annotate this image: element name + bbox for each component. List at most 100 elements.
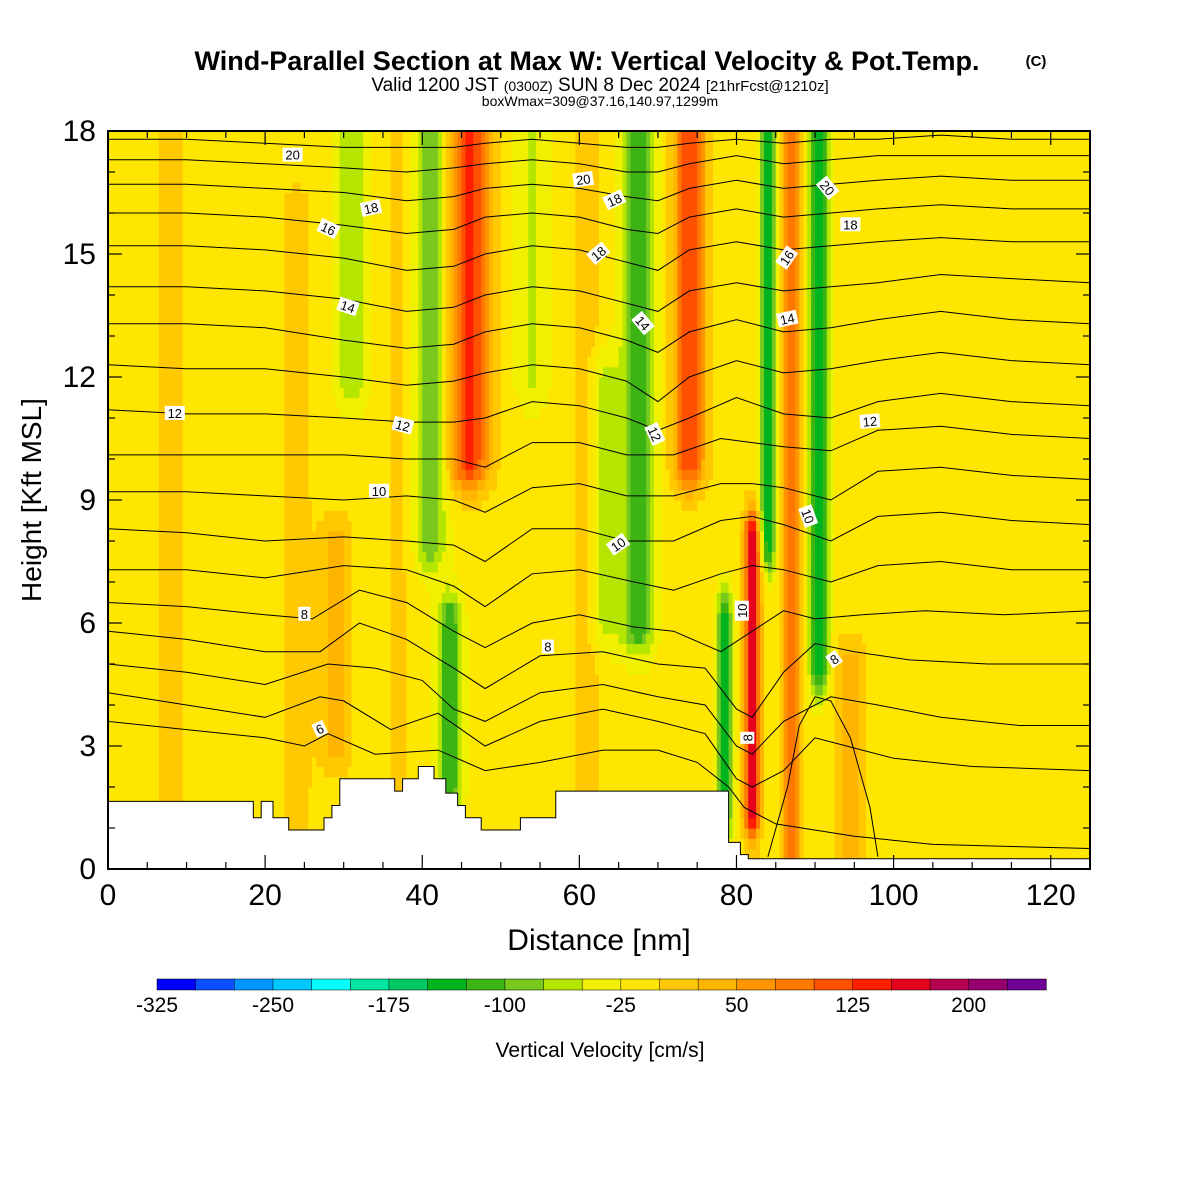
heatmap-cell — [269, 244, 274, 255]
heatmap-cell — [297, 767, 302, 778]
heatmap-cell — [304, 490, 309, 501]
heatmap-cell — [297, 223, 302, 234]
heatmap-cell — [371, 715, 376, 726]
heatmap-cell — [230, 459, 235, 470]
heatmap-cell — [289, 521, 294, 532]
heatmap-cell — [202, 521, 207, 532]
heatmap-cell — [120, 787, 125, 798]
heatmap-cell — [348, 387, 353, 398]
heatmap-cell — [359, 182, 364, 193]
heatmap-cell — [265, 418, 270, 429]
heatmap-cell — [202, 582, 207, 593]
heatmap-cell — [210, 264, 215, 275]
heatmap-cell — [151, 603, 156, 614]
heatmap-cell — [328, 633, 333, 644]
heatmap-cell — [226, 193, 231, 204]
heatmap-cell — [249, 264, 254, 275]
heatmap-cell — [277, 152, 282, 163]
heatmap-cell — [151, 582, 156, 593]
heatmap-cell — [352, 408, 357, 419]
heatmap-cell — [328, 295, 333, 306]
heatmap-cell — [257, 644, 262, 655]
heatmap-cell — [245, 449, 250, 460]
heatmap-cell — [273, 377, 278, 388]
heatmap-cell — [336, 726, 341, 737]
heatmap-cell — [273, 756, 278, 767]
heatmap-cell — [367, 316, 372, 327]
heatmap-cell — [202, 346, 207, 357]
heatmap-cell — [253, 336, 258, 347]
heatmap-cell — [210, 500, 215, 511]
heatmap-cell — [183, 469, 188, 480]
heatmap-cell — [242, 500, 247, 511]
heatmap-cell — [289, 808, 294, 819]
heatmap-cell — [190, 756, 195, 767]
heatmap-cell — [304, 346, 309, 357]
heatmap-cell — [202, 418, 207, 429]
heatmap-cell — [245, 592, 250, 603]
heatmap-cell — [300, 531, 305, 542]
heatmap-cell — [320, 326, 325, 337]
heatmap-cell — [151, 295, 156, 306]
heatmap-cell — [328, 469, 333, 480]
heatmap-cell — [124, 203, 129, 214]
heatmap-cell — [348, 480, 353, 491]
heatmap-cell — [187, 469, 192, 480]
heatmap-cell — [218, 480, 223, 491]
heatmap-cell — [371, 336, 376, 347]
heatmap-cell — [159, 787, 164, 798]
heatmap-cell — [332, 787, 337, 798]
heatmap-cell — [245, 777, 250, 788]
heatmap-cell — [269, 685, 274, 696]
heatmap-cell — [234, 203, 239, 214]
heatmap-cell — [273, 398, 278, 409]
heatmap-cell — [352, 234, 357, 245]
heatmap-cell — [132, 469, 137, 480]
heatmap-cell — [147, 162, 152, 173]
heatmap-cell — [218, 305, 223, 316]
heatmap-cell — [167, 275, 172, 286]
heatmap-cell — [206, 336, 211, 347]
heatmap-cell — [273, 469, 278, 480]
heatmap-cell — [308, 818, 313, 829]
heatmap-cell — [297, 408, 302, 419]
heatmap-cell — [359, 551, 364, 562]
heatmap-cell — [230, 715, 235, 726]
heatmap-cell — [206, 623, 211, 634]
heatmap-cell — [143, 275, 148, 286]
heatmap-cell — [230, 182, 235, 193]
heatmap-cell — [210, 541, 215, 552]
heatmap-cell — [308, 797, 313, 808]
heatmap-cell — [277, 623, 282, 634]
heatmap-cell — [190, 736, 195, 747]
heatmap-cell — [328, 521, 333, 532]
heatmap-cell — [273, 623, 278, 634]
heatmap-cell — [171, 521, 176, 532]
heatmap-cell — [222, 654, 227, 665]
heatmap-cell — [136, 408, 141, 419]
heatmap-cell — [132, 551, 137, 562]
heatmap-cell — [285, 398, 290, 409]
heatmap-cell — [238, 746, 243, 757]
heatmap-cell — [355, 131, 360, 142]
heatmap-cell — [261, 582, 266, 593]
heatmap-cell — [167, 654, 172, 665]
heatmap-cell — [304, 275, 309, 286]
heatmap-cell — [320, 531, 325, 542]
heatmap-cell — [348, 521, 353, 532]
heatmap-cell — [277, 141, 282, 152]
heatmap-cell — [359, 695, 364, 706]
heatmap-cell — [340, 377, 345, 388]
heatmap-cell — [324, 459, 329, 470]
heatmap-cell — [289, 377, 294, 388]
heatmap-cell — [312, 377, 317, 388]
heatmap-cell — [289, 715, 294, 726]
heatmap-cell — [175, 254, 180, 265]
heatmap-cell — [332, 674, 337, 685]
heatmap-cell — [285, 674, 290, 685]
heatmap-cell — [277, 787, 282, 798]
heatmap-cell — [249, 254, 254, 265]
heatmap-cell — [300, 572, 305, 583]
heatmap-cell — [289, 264, 294, 275]
heatmap-cell — [214, 756, 219, 767]
